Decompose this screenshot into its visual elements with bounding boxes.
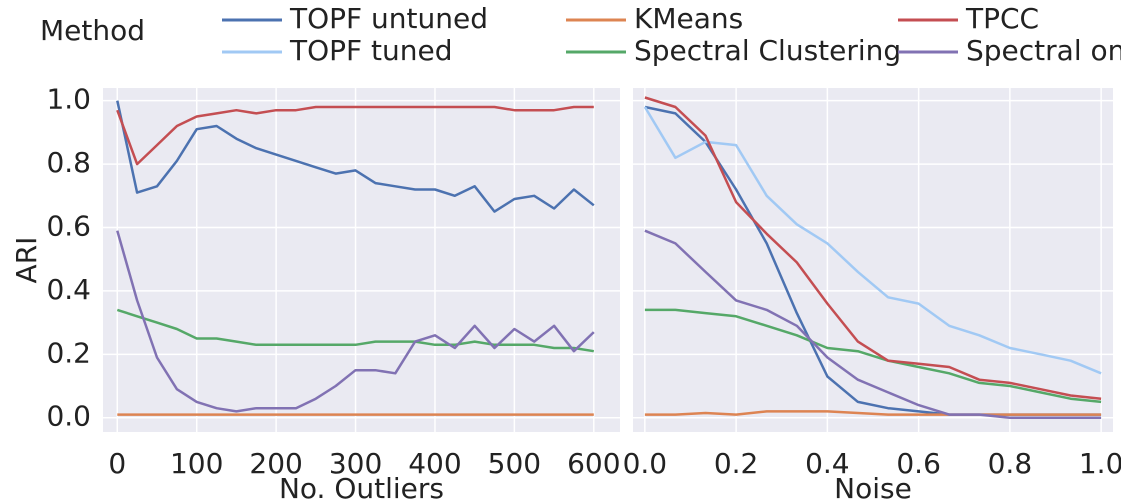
series-line — [644, 410, 1102, 416]
series-line — [116, 105, 594, 166]
x-tick-label: 300 — [329, 447, 382, 480]
legend-label: KMeans — [634, 2, 743, 35]
legend-label: TOPF tuned — [289, 34, 453, 67]
plot-area — [633, 88, 1113, 432]
series-line — [116, 308, 594, 353]
x-tick-label: 0.6 — [896, 447, 941, 480]
series-line — [644, 308, 1102, 404]
series-line — [644, 96, 1102, 400]
x-tick-label: 400 — [408, 447, 461, 480]
y-axis-label: ARI — [10, 237, 43, 284]
x-tick-label: 0.0 — [623, 447, 668, 480]
x-tick-label: 0.2 — [714, 447, 759, 480]
legend-label: TPCC — [965, 2, 1039, 35]
series-line — [116, 100, 595, 213]
x-tick-label: 200 — [249, 447, 302, 480]
y-tick-label: 0.4 — [46, 273, 91, 306]
y-tick-label: 0.8 — [46, 146, 91, 179]
legend-label: Spectral on SC — [966, 34, 1121, 67]
x-tick-label: 100 — [170, 447, 223, 480]
x-tick-label: 0 — [108, 447, 126, 480]
x-axis-label: Noise — [834, 472, 912, 499]
x-tick-label: 0.8 — [988, 447, 1033, 480]
series-line — [116, 230, 595, 413]
legend-label: TOPF untuned — [289, 2, 488, 35]
series-line — [643, 106, 1102, 375]
series-line — [644, 229, 1102, 419]
y-tick-label: 0.0 — [46, 400, 91, 433]
y-tick-label: 0.6 — [46, 210, 91, 243]
y-tick-label: 1.0 — [46, 83, 91, 116]
x-tick-label: 600 — [567, 447, 620, 480]
legend-label: Spectral Clustering — [634, 34, 901, 67]
x-axis-label: No. Outliers — [279, 472, 444, 499]
x-tick-label: 1.0 — [1079, 447, 1121, 480]
y-tick-label: 0.2 — [46, 336, 91, 369]
plot-area — [103, 88, 620, 432]
x-tick-label: 500 — [488, 447, 541, 480]
legend-title: Method — [40, 14, 145, 47]
x-tick-label: 0.4 — [805, 447, 850, 480]
